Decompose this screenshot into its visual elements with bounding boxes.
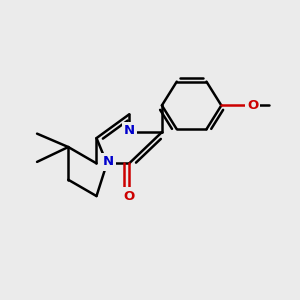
Text: N: N <box>103 155 114 168</box>
Text: O: O <box>247 99 258 112</box>
Text: O: O <box>124 190 135 202</box>
Text: N: N <box>124 124 135 137</box>
